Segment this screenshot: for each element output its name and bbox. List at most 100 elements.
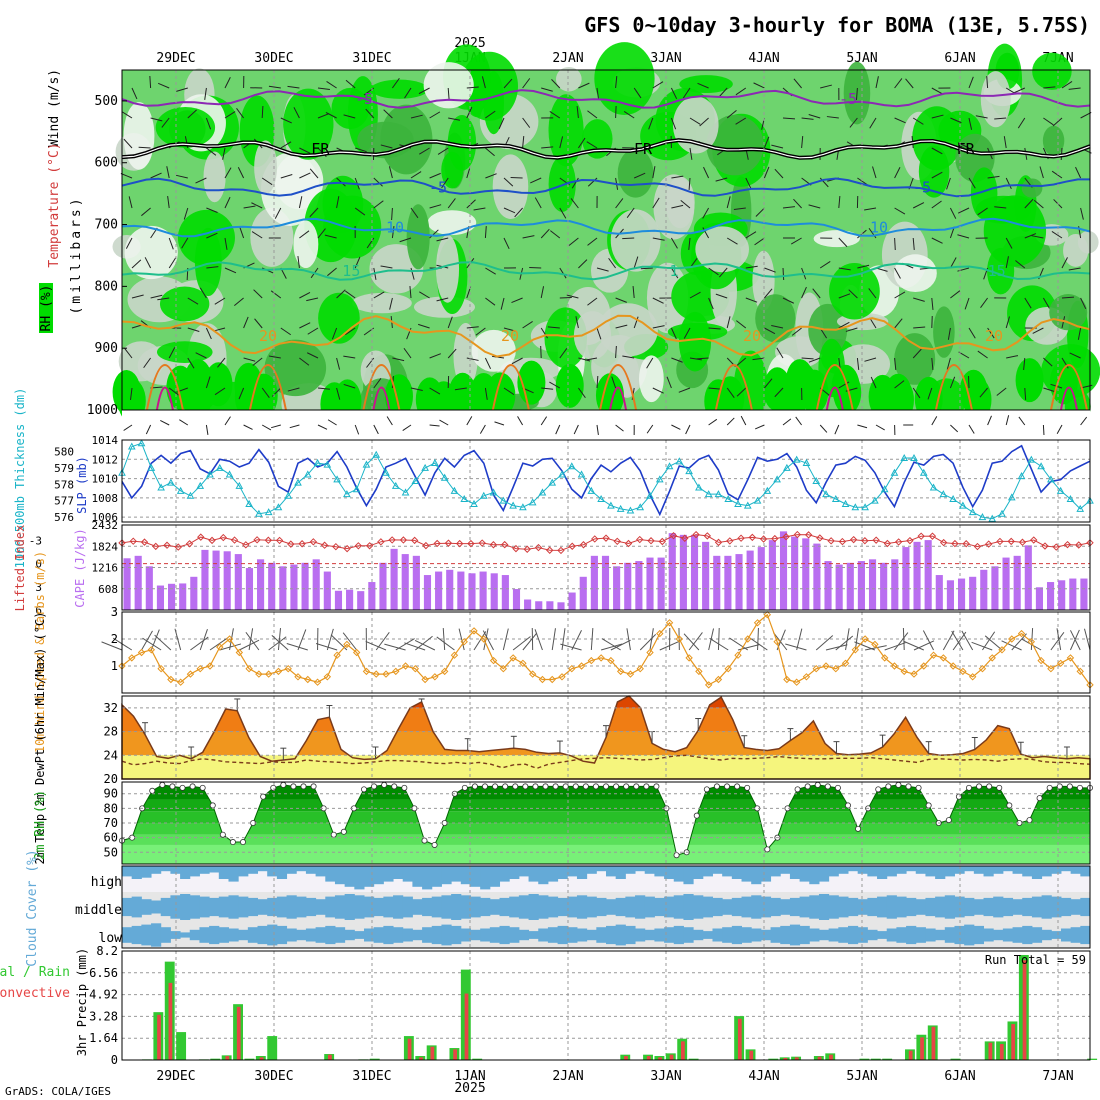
- thickness-point: [206, 470, 214, 478]
- wind-barb: [699, 117, 709, 127]
- wind-barb: [354, 207, 366, 216]
- wind-barb: [454, 387, 467, 391]
- wind-10m-point: [920, 662, 928, 670]
- cloud-cell-low: [586, 929, 597, 941]
- wind-barb: [652, 166, 656, 179]
- rh-cell: [595, 373, 624, 418]
- precip-tick-label: 3.28: [89, 1009, 118, 1023]
- rh-cell: [453, 322, 478, 389]
- surface-wind-barb: [615, 424, 624, 432]
- wind-10m-barb: [522, 632, 538, 651]
- wind-barb: [176, 87, 188, 92]
- rh-cell: [159, 286, 210, 322]
- rh-point: [824, 783, 831, 790]
- wind-barb: [1033, 199, 1044, 209]
- cloud-cell-middle: [151, 900, 162, 914]
- wind-barb: [670, 117, 677, 130]
- wind-barb: [957, 267, 970, 272]
- rh-point: [330, 831, 337, 838]
- cloud-cell-middle: [586, 896, 597, 918]
- surface-wind-barb: [1080, 416, 1088, 426]
- lifted-index-point: [568, 542, 576, 550]
- rh-cell: [813, 230, 860, 248]
- cloud-cell-high: [354, 866, 365, 890]
- rh-point: [713, 783, 720, 790]
- wind-10m-barb: [757, 627, 759, 651]
- wind-barb: [615, 324, 628, 329]
- wind-10m-point: [352, 648, 361, 657]
- date-label-top: 30DEC: [254, 51, 293, 66]
- cloud-cell-high: [1041, 866, 1052, 877]
- wind-10m-barb: [600, 643, 623, 651]
- wind-barb: [615, 76, 618, 89]
- wind-10m-point: [440, 667, 449, 676]
- cloud-cell-high: [180, 866, 191, 879]
- wind-barb: [343, 383, 356, 389]
- lifted-index-point: [433, 539, 441, 548]
- thickness-point: [137, 439, 146, 447]
- cloud-row-label-high: high: [91, 875, 122, 890]
- wind-barb: [1043, 86, 1056, 89]
- cloud-cell-high: [606, 866, 617, 877]
- wind-barb: [252, 357, 263, 366]
- contour-label: -5: [355, 90, 373, 108]
- rh-cell: [638, 355, 664, 403]
- wind-10m-point: [822, 662, 830, 670]
- wind-10m-point: [695, 667, 703, 676]
- wind-10m-point: [744, 635, 752, 643]
- lifted-cape-frame: [121, 524, 1091, 611]
- cape-bar: [134, 555, 142, 610]
- temp-2m-ylabel: 2m Temp 2m DewPt (6hr Min/Max) (°C): [33, 612, 47, 865]
- thickness-point: [303, 470, 312, 478]
- wind-barb: [391, 226, 395, 239]
- rh-cell: [1042, 125, 1065, 156]
- precip-convective-bar: [168, 982, 173, 1060]
- cloud-cell-low: [1022, 925, 1033, 945]
- rh-cell: [789, 363, 818, 408]
- rh-point: [945, 817, 952, 824]
- surface-wind-barb: [968, 424, 975, 434]
- wind-barb: [587, 237, 598, 246]
- cape-bar: [346, 589, 354, 610]
- cape-bar: [846, 562, 854, 610]
- date-label-top: 29DEC: [156, 51, 195, 66]
- wind-barb: [214, 387, 226, 396]
- upper-air-ylabels: Wind (m/s) Temperature (°C) RH (%) (mill…: [39, 69, 84, 333]
- cloud-cell-middle: [296, 896, 307, 918]
- cloud-cell-low: [625, 925, 636, 945]
- rh-point: [976, 783, 983, 790]
- wind-10m-barb: [473, 631, 487, 651]
- wind-10m-point: [616, 667, 625, 676]
- cloud-row-label-middle: middle: [75, 903, 122, 918]
- date-label-bottom: 4JAN: [748, 1069, 779, 1084]
- cape-bar: [646, 557, 654, 610]
- contour-label: -5: [429, 178, 447, 196]
- wind-10m-barb: [884, 642, 906, 651]
- wind-10m-barb: [560, 643, 582, 651]
- cloud-cell-low: [160, 927, 171, 943]
- thickness-ylabel: 1000-500mb Thickness (dm): [13, 388, 27, 569]
- dewpoint-line: [121, 754, 1091, 770]
- wind-10m-barb: [199, 629, 208, 651]
- cloud-cell-middle: [644, 896, 655, 918]
- surface-wind-barb: [224, 416, 231, 426]
- wind-barb: [633, 87, 642, 99]
- temperature-contour: [121, 261, 1091, 281]
- wind-barb: [1003, 136, 1007, 149]
- thickness-point: [538, 488, 547, 496]
- wind-barb: [975, 115, 988, 119]
- rh-point: [471, 783, 478, 790]
- cape-bar: [679, 534, 687, 610]
- wind-10m-point: [411, 664, 420, 673]
- cloud-cell-high: [122, 866, 133, 877]
- surface-wind-barb: [327, 419, 337, 426]
- thickness-point: [245, 499, 253, 507]
- cloud-cell-low: [305, 928, 317, 942]
- wind-barb: [894, 117, 906, 124]
- wind-10m-point: [362, 667, 371, 676]
- cape-bar: [379, 562, 387, 610]
- cloud-cell-low: [722, 927, 733, 943]
- rh-cell: [678, 311, 712, 372]
- cloud-cell-high: [1080, 866, 1091, 877]
- cloud-cell-high: [315, 866, 326, 877]
